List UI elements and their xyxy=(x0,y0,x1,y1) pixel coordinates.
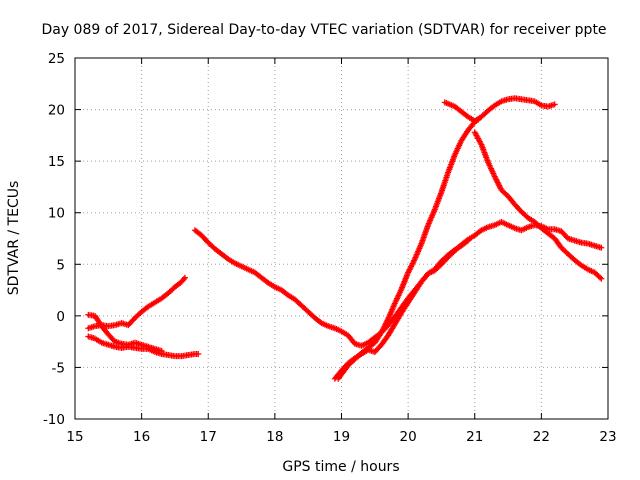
y-tick-label: 25 xyxy=(48,51,65,67)
y-tick-label: 0 xyxy=(56,309,65,325)
y-tick-label: 5 xyxy=(56,257,65,273)
data-point xyxy=(181,274,188,281)
data-point xyxy=(465,237,472,244)
data-series xyxy=(85,311,165,354)
data-point xyxy=(598,275,605,282)
y-tick-label: -5 xyxy=(52,360,65,376)
y-tick-label: 20 xyxy=(48,103,65,119)
x-tick-label: 19 xyxy=(333,429,350,445)
x-tick-label: 23 xyxy=(599,429,616,445)
x-tick-label: 15 xyxy=(66,429,83,445)
x-axis-label: GPS time / hours xyxy=(282,459,399,475)
x-tick-label: 21 xyxy=(466,429,483,445)
grid xyxy=(75,58,608,419)
y-axis-label: SDTVAR / TECUs xyxy=(6,181,22,296)
data-point xyxy=(597,274,604,281)
y-tick-label: -10 xyxy=(43,412,65,428)
data-series xyxy=(85,274,188,332)
y-tick-label: 10 xyxy=(48,206,65,222)
chart-title: Day 089 of 2017, Sidereal Day-to-day VTE… xyxy=(41,22,606,38)
x-tick-label: 16 xyxy=(133,429,150,445)
data-series xyxy=(441,95,558,124)
x-tick-label: 17 xyxy=(200,429,217,445)
data-series xyxy=(191,218,605,349)
data-series xyxy=(331,129,605,382)
y-tick-label: 15 xyxy=(48,154,65,170)
data-marks xyxy=(85,95,605,382)
data-point xyxy=(551,101,558,108)
data-series xyxy=(335,116,482,382)
x-tick-label: 20 xyxy=(400,429,417,445)
plot-frame xyxy=(74,57,609,420)
x-tick-label: 22 xyxy=(533,429,550,445)
data-point xyxy=(598,244,605,251)
tick-labels: 15 16 17 18 19 20 21 22 23 -10 -5 0 5 10 15 20 25 xyxy=(43,51,617,445)
data-point xyxy=(195,351,202,358)
data-point xyxy=(463,238,470,245)
data-point xyxy=(158,347,165,354)
x-tick-label: 18 xyxy=(266,429,283,445)
